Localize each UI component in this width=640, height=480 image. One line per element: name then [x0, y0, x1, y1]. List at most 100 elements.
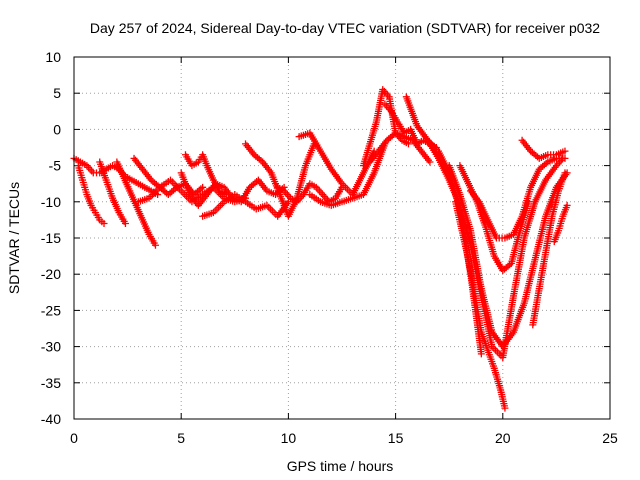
data-point-trail — [478, 294, 496, 348]
data-point-trail — [256, 178, 270, 193]
data-point-trail — [143, 185, 153, 194]
data-series-13 — [306, 140, 389, 209]
data-point-trail — [478, 287, 496, 334]
data-point-trail — [120, 175, 133, 193]
data-point-trail — [542, 215, 556, 254]
data-point-trail — [252, 152, 265, 165]
data-point-trail — [158, 178, 172, 190]
data-point-trail — [435, 156, 452, 182]
data-series-20 — [452, 198, 509, 412]
data-point-trail — [497, 388, 508, 410]
data-point-trail — [419, 149, 432, 164]
data-point-trail — [422, 137, 432, 147]
data-point-trail — [350, 171, 366, 197]
data-point-trail — [389, 109, 400, 124]
y-tick-label: 5 — [53, 85, 61, 101]
data-point-trail — [320, 192, 332, 204]
data-point-trail — [319, 199, 333, 209]
data-point-trail — [546, 155, 558, 165]
data-point-trail — [376, 138, 390, 153]
data-point-trail — [402, 134, 415, 143]
data-point-trail — [555, 215, 566, 232]
data-series-3 — [96, 158, 129, 228]
data-point-trail — [542, 185, 560, 218]
data-point-trail — [395, 120, 407, 135]
data-point-trail — [529, 287, 543, 327]
x-tick-label: 5 — [177, 430, 185, 446]
data-point-trail — [408, 127, 420, 146]
data-point-trail — [373, 88, 386, 124]
y-tick-label: -35 — [41, 375, 61, 391]
data-point-trail — [485, 348, 497, 370]
data-point-trail — [500, 330, 516, 349]
y-tick-label: 10 — [45, 49, 61, 65]
data-point-trail — [75, 164, 86, 182]
data-point-trail — [510, 214, 525, 236]
data-point-trail — [519, 186, 534, 218]
data-point-trail — [435, 149, 452, 175]
data-series-22 — [467, 154, 569, 242]
data-series-25 — [550, 201, 571, 246]
data-point — [563, 201, 571, 209]
data-point-trail — [551, 229, 562, 243]
data-point-trail — [233, 192, 247, 204]
data-point-trail — [471, 294, 485, 334]
data-point-trail — [360, 171, 377, 197]
data-point-trail — [452, 200, 466, 233]
data-point-trail — [124, 174, 134, 183]
plot-frame — [73, 56, 611, 420]
data-point-trail — [476, 200, 491, 222]
y-tick-label: -5 — [49, 158, 62, 174]
data-series-2 — [74, 162, 108, 228]
data-point-trail — [554, 156, 565, 168]
x-tick-labels: 0 5 10 15 20 25 — [70, 430, 618, 446]
data-point-trail — [367, 149, 381, 164]
data-point-trail — [537, 152, 550, 161]
data-point-trail — [218, 188, 228, 197]
data-point-trail — [482, 225, 498, 258]
data-point-trail — [222, 192, 237, 204]
data-point-trail — [294, 164, 309, 200]
data-point-trail — [329, 199, 344, 209]
data-point-trail — [89, 204, 98, 214]
data-point-trail — [307, 131, 323, 153]
data-point-trail — [190, 159, 200, 168]
data-point — [561, 154, 569, 162]
data-point-trail — [555, 171, 568, 193]
data-point-trail — [72, 156, 82, 165]
data-point-trail — [521, 200, 538, 240]
data-point-trail — [196, 192, 209, 208]
data-series-19 — [445, 162, 571, 351]
data-point-trail — [380, 87, 392, 99]
data-point-trail — [199, 153, 210, 167]
data-point-trail — [521, 258, 538, 305]
chart-title: Day 257 of 2024, Sidereal Day-to-day VTE… — [90, 20, 600, 36]
data-point-trail — [168, 178, 183, 193]
data-point-trail — [297, 130, 312, 140]
data-point-trail — [114, 160, 126, 178]
data-point-trail — [415, 137, 425, 147]
y-axis-label: SDTVAR / TECUs — [6, 182, 22, 294]
data-point-trail — [459, 229, 472, 261]
data-point-trail — [147, 185, 162, 200]
data-point-trail — [301, 182, 313, 196]
x-tick-label: 15 — [388, 430, 404, 446]
data-point-trail — [457, 164, 472, 186]
data-point-trail — [130, 177, 140, 186]
data-point-trail — [314, 185, 325, 197]
x-tick-label: 0 — [70, 430, 78, 446]
data-point-trail — [211, 178, 223, 193]
data-point-trail — [140, 167, 154, 182]
y-tick-labels: 10 5 0 -5 -10 -15 -20 -25 -30 -35 -40 — [41, 49, 61, 427]
data-point-trail — [547, 151, 558, 159]
data-point-trail — [243, 142, 257, 157]
data-point-trail — [501, 261, 514, 273]
data-point-trail — [97, 160, 109, 182]
data-point-trail — [508, 229, 523, 265]
data-point-trail — [308, 181, 318, 190]
y-tick-label: -40 — [41, 411, 61, 427]
data-point-trail — [282, 189, 293, 200]
data-point-trail — [468, 189, 482, 204]
data-point-trail — [178, 171, 193, 196]
data-point-trail — [400, 137, 410, 147]
